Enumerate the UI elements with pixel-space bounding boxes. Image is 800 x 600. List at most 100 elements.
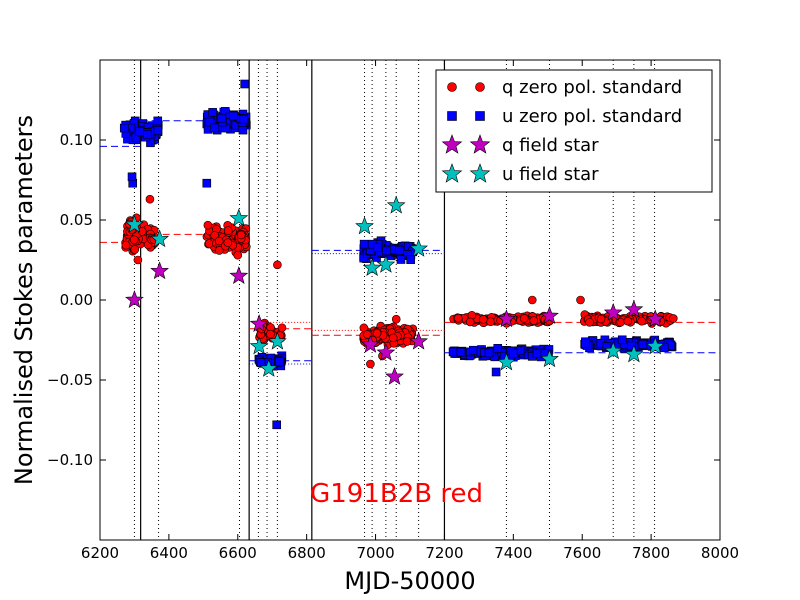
- x-tick-label: 6600: [219, 544, 257, 562]
- u-standard-point: [256, 358, 266, 367]
- q-standard-point: [576, 295, 585, 305]
- q-field-star: [150, 261, 169, 280]
- u-standard-point: [396, 255, 406, 264]
- q-standard-point: [363, 330, 372, 339]
- x-axis-label: MJD-50000: [344, 567, 475, 595]
- u-standard-point: [153, 116, 163, 126]
- u-standard-point: [456, 347, 466, 357]
- x-tick-label: 7000: [356, 544, 394, 562]
- q-field-star: [409, 331, 428, 350]
- legend-marker-field-star: [441, 134, 463, 154]
- q-standard-point: [637, 316, 646, 326]
- q-standard-point: [527, 295, 537, 305]
- axis-ticks: 6200 6400 6600 6800 7000 7200 7400 7600 7800 8000…: [47, 60, 739, 562]
- u-field-star: [229, 208, 249, 227]
- q-standard-point: [223, 238, 233, 248]
- u-field-star: [409, 238, 428, 257]
- y-tick-label: −0.05: [47, 371, 93, 389]
- q-standard-point: [233, 250, 243, 260]
- q-standard-point: [266, 329, 275, 339]
- q-standard-point: [223, 226, 233, 235]
- legend-marker-q-standard: [475, 82, 485, 92]
- legend-marker-u-standard: [475, 111, 485, 121]
- q-field-star: [540, 306, 559, 324]
- x-tick-label: 6400: [150, 544, 188, 562]
- u-standard-point: [659, 343, 669, 353]
- u-standard-point: [359, 239, 369, 249]
- u-standard-point: [240, 79, 249, 89]
- u-standard-point: [229, 111, 238, 121]
- x-tick-label: 6800: [288, 544, 326, 562]
- u-standard-point: [484, 348, 494, 358]
- u-field-star: [376, 254, 396, 273]
- q-standard-point: [388, 333, 398, 343]
- q-field-star: [361, 334, 380, 353]
- u-standard-point: [205, 117, 214, 127]
- u-standard-point: [638, 340, 648, 349]
- q-standard-point: [486, 317, 495, 327]
- u-standard-point: [119, 123, 129, 133]
- q-standard-point: [366, 359, 375, 369]
- q-field-star: [645, 309, 665, 328]
- q-standard-point: [204, 239, 214, 248]
- q-standard-point: [585, 318, 594, 327]
- u-standard-point: [239, 114, 249, 124]
- x-tick-label: 7600: [563, 544, 601, 562]
- y-tick-label: 0.00: [60, 291, 93, 309]
- legend: q zero pol. standard u zero pol. standard…: [435, 69, 713, 193]
- q-field-star: [125, 290, 144, 308]
- q-standard-point: [273, 260, 282, 270]
- q-field-star: [249, 314, 269, 332]
- u-standard-point: [394, 245, 404, 255]
- q-standard-point: [215, 246, 224, 255]
- u-field-star: [497, 352, 516, 371]
- u-standard-point: [469, 345, 478, 355]
- q-field-star: [624, 299, 644, 318]
- x-tick-label: 6200: [81, 544, 119, 562]
- u-field-star: [386, 195, 406, 214]
- legend-marker-field-star: [441, 163, 463, 183]
- legend-marker-q-standard: [447, 82, 457, 92]
- u-standard-point: [532, 349, 542, 358]
- u-field-star: [355, 216, 374, 235]
- q-standard-point: [133, 255, 143, 265]
- q-standard-point: [203, 220, 213, 230]
- q-standard-point: [623, 316, 633, 326]
- q-standard-point: [372, 328, 382, 338]
- q-standard-point: [519, 314, 529, 323]
- legend-marker-field-star: [469, 163, 491, 183]
- q-standard-point: [277, 323, 287, 333]
- x-tick-label: 7800: [632, 544, 670, 562]
- u-field-star: [624, 344, 644, 363]
- q-field-star: [385, 366, 404, 385]
- u-field-star: [125, 214, 144, 233]
- u-field-star: [259, 358, 279, 377]
- plot-clipped: [100, 60, 720, 540]
- u-standard-point: [581, 338, 590, 348]
- u-standard-point: [142, 130, 152, 140]
- u-standard-point: [272, 420, 282, 430]
- q-field-star: [229, 266, 249, 284]
- u-standard-point: [135, 127, 144, 136]
- u-standard-point: [627, 341, 636, 351]
- y-axis-label: Normalised Stokes parameters: [10, 115, 38, 485]
- u-field-star: [362, 258, 382, 276]
- u-field-star: [540, 349, 559, 368]
- plot-area: [100, 60, 720, 540]
- x-tick-label: 7400: [494, 544, 532, 562]
- q-standard-point: [145, 194, 155, 204]
- q-standard-point: [129, 235, 139, 245]
- u-standard-point: [202, 178, 212, 188]
- u-field-star: [268, 331, 287, 350]
- q-field-star: [376, 342, 396, 361]
- u-standard-point: [373, 243, 383, 252]
- q-standard-point: [453, 313, 463, 323]
- q-field-star: [603, 302, 623, 321]
- y-tick-label: 0.10: [60, 131, 93, 149]
- y-tick-label: −0.10: [47, 451, 93, 469]
- chart-annotation: G191B2B red: [310, 479, 483, 509]
- u-standard-point: [406, 255, 415, 264]
- q-standard-point: [236, 230, 246, 240]
- u-field-star: [645, 336, 665, 355]
